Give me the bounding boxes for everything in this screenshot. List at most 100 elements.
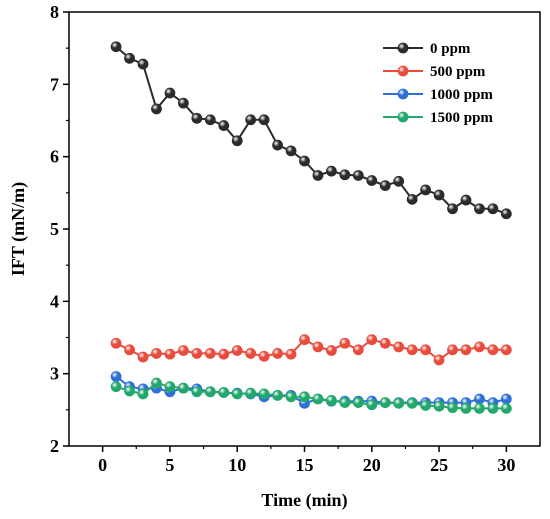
legend: 0 ppm 500 ppm 1000 ppm 1500 ppm — [383, 41, 493, 126]
data-point — [460, 402, 472, 414]
data-point — [447, 344, 458, 356]
data-point — [258, 350, 270, 362]
data-point — [339, 397, 351, 409]
data-point — [487, 402, 499, 414]
legend-label: 1500 ppm — [430, 110, 493, 126]
data-point — [474, 393, 485, 405]
data-point — [177, 382, 189, 394]
data-point — [110, 41, 122, 53]
data-point — [231, 345, 243, 356]
legend-marker — [397, 111, 409, 123]
legend-marker — [397, 42, 409, 54]
data-point — [312, 393, 324, 405]
data-point — [420, 400, 432, 411]
data-point — [500, 344, 512, 356]
data-point — [500, 402, 512, 414]
x-tick-label: 30 — [497, 455, 515, 475]
x-tick-label: 15 — [296, 455, 314, 475]
data-point — [366, 334, 378, 346]
x-tick-label: 5 — [165, 455, 174, 475]
data-point — [379, 397, 391, 409]
data-point — [406, 397, 418, 409]
data-point — [137, 58, 149, 70]
data-point — [151, 348, 162, 359]
data-point — [433, 189, 445, 201]
data-point — [245, 348, 257, 359]
data-point — [272, 348, 283, 359]
data-point — [500, 208, 512, 220]
data-point — [191, 112, 203, 124]
data-point — [326, 395, 337, 406]
data-point — [285, 145, 297, 157]
y-tick-label: 6 — [50, 147, 59, 167]
data-point — [339, 169, 351, 181]
data-point — [204, 386, 216, 398]
data-point — [218, 387, 230, 398]
data-point — [474, 341, 485, 353]
data-point — [110, 337, 122, 349]
x-tick-label: 25 — [430, 455, 448, 475]
data-point — [339, 337, 351, 349]
data-point — [272, 389, 283, 401]
data-point — [393, 341, 405, 353]
data-point — [285, 391, 297, 403]
data-point — [474, 402, 485, 414]
data-point — [137, 388, 149, 400]
axes: 0 5 10 15 20 25 30 2 3 4 5 6 7 8 — [50, 2, 541, 475]
y-tick-label: 3 — [50, 364, 59, 384]
data-point — [137, 351, 149, 363]
data-point — [406, 193, 418, 205]
data-point — [218, 120, 230, 131]
data-point — [164, 348, 176, 360]
data-point — [447, 203, 458, 215]
data-point — [204, 348, 216, 359]
data-point — [326, 345, 337, 356]
legend-label: 0 ppm — [430, 41, 471, 57]
data-point — [406, 344, 418, 356]
data-point — [500, 393, 512, 405]
data-point — [312, 170, 324, 181]
data-point — [379, 337, 391, 349]
data-point — [272, 139, 283, 151]
data-point — [326, 165, 337, 177]
data-point — [164, 87, 176, 99]
data-point — [352, 397, 364, 409]
legend-marker — [397, 88, 409, 100]
data-point — [164, 381, 176, 393]
data-point — [366, 399, 378, 411]
series-1500ppm — [110, 377, 512, 414]
data-point — [285, 348, 297, 360]
legend-label: 1000 ppm — [430, 87, 493, 103]
data-point — [474, 203, 485, 215]
x-tick-label: 0 — [98, 455, 107, 475]
x-axis-title: Time (min) — [261, 490, 347, 511]
data-point — [231, 135, 243, 147]
series-0ppm — [110, 41, 512, 220]
data-point — [258, 114, 270, 126]
data-point — [379, 180, 391, 192]
data-point — [487, 344, 499, 356]
data-point — [204, 114, 216, 126]
data-point — [352, 170, 364, 181]
data-point — [124, 344, 135, 356]
y-axis-title: IFT (mN/m) — [8, 182, 29, 276]
data-point — [299, 391, 310, 403]
data-point — [245, 114, 257, 126]
series-500ppm — [110, 334, 512, 366]
data-point — [299, 334, 310, 346]
x-tick-label: 20 — [363, 455, 381, 475]
data-point — [487, 203, 499, 215]
y-tick-label: 4 — [50, 291, 59, 311]
data-point — [124, 52, 135, 64]
data-point — [420, 184, 432, 196]
data-point — [191, 348, 203, 359]
data-point — [231, 388, 243, 400]
y-tick-label: 8 — [50, 2, 59, 22]
y-tick-label: 5 — [50, 219, 59, 239]
data-point — [151, 377, 162, 389]
y-tick-label: 2 — [50, 436, 59, 456]
data-point — [420, 344, 432, 356]
data-point — [124, 385, 135, 397]
data-point — [177, 97, 189, 109]
data-point — [177, 345, 189, 356]
